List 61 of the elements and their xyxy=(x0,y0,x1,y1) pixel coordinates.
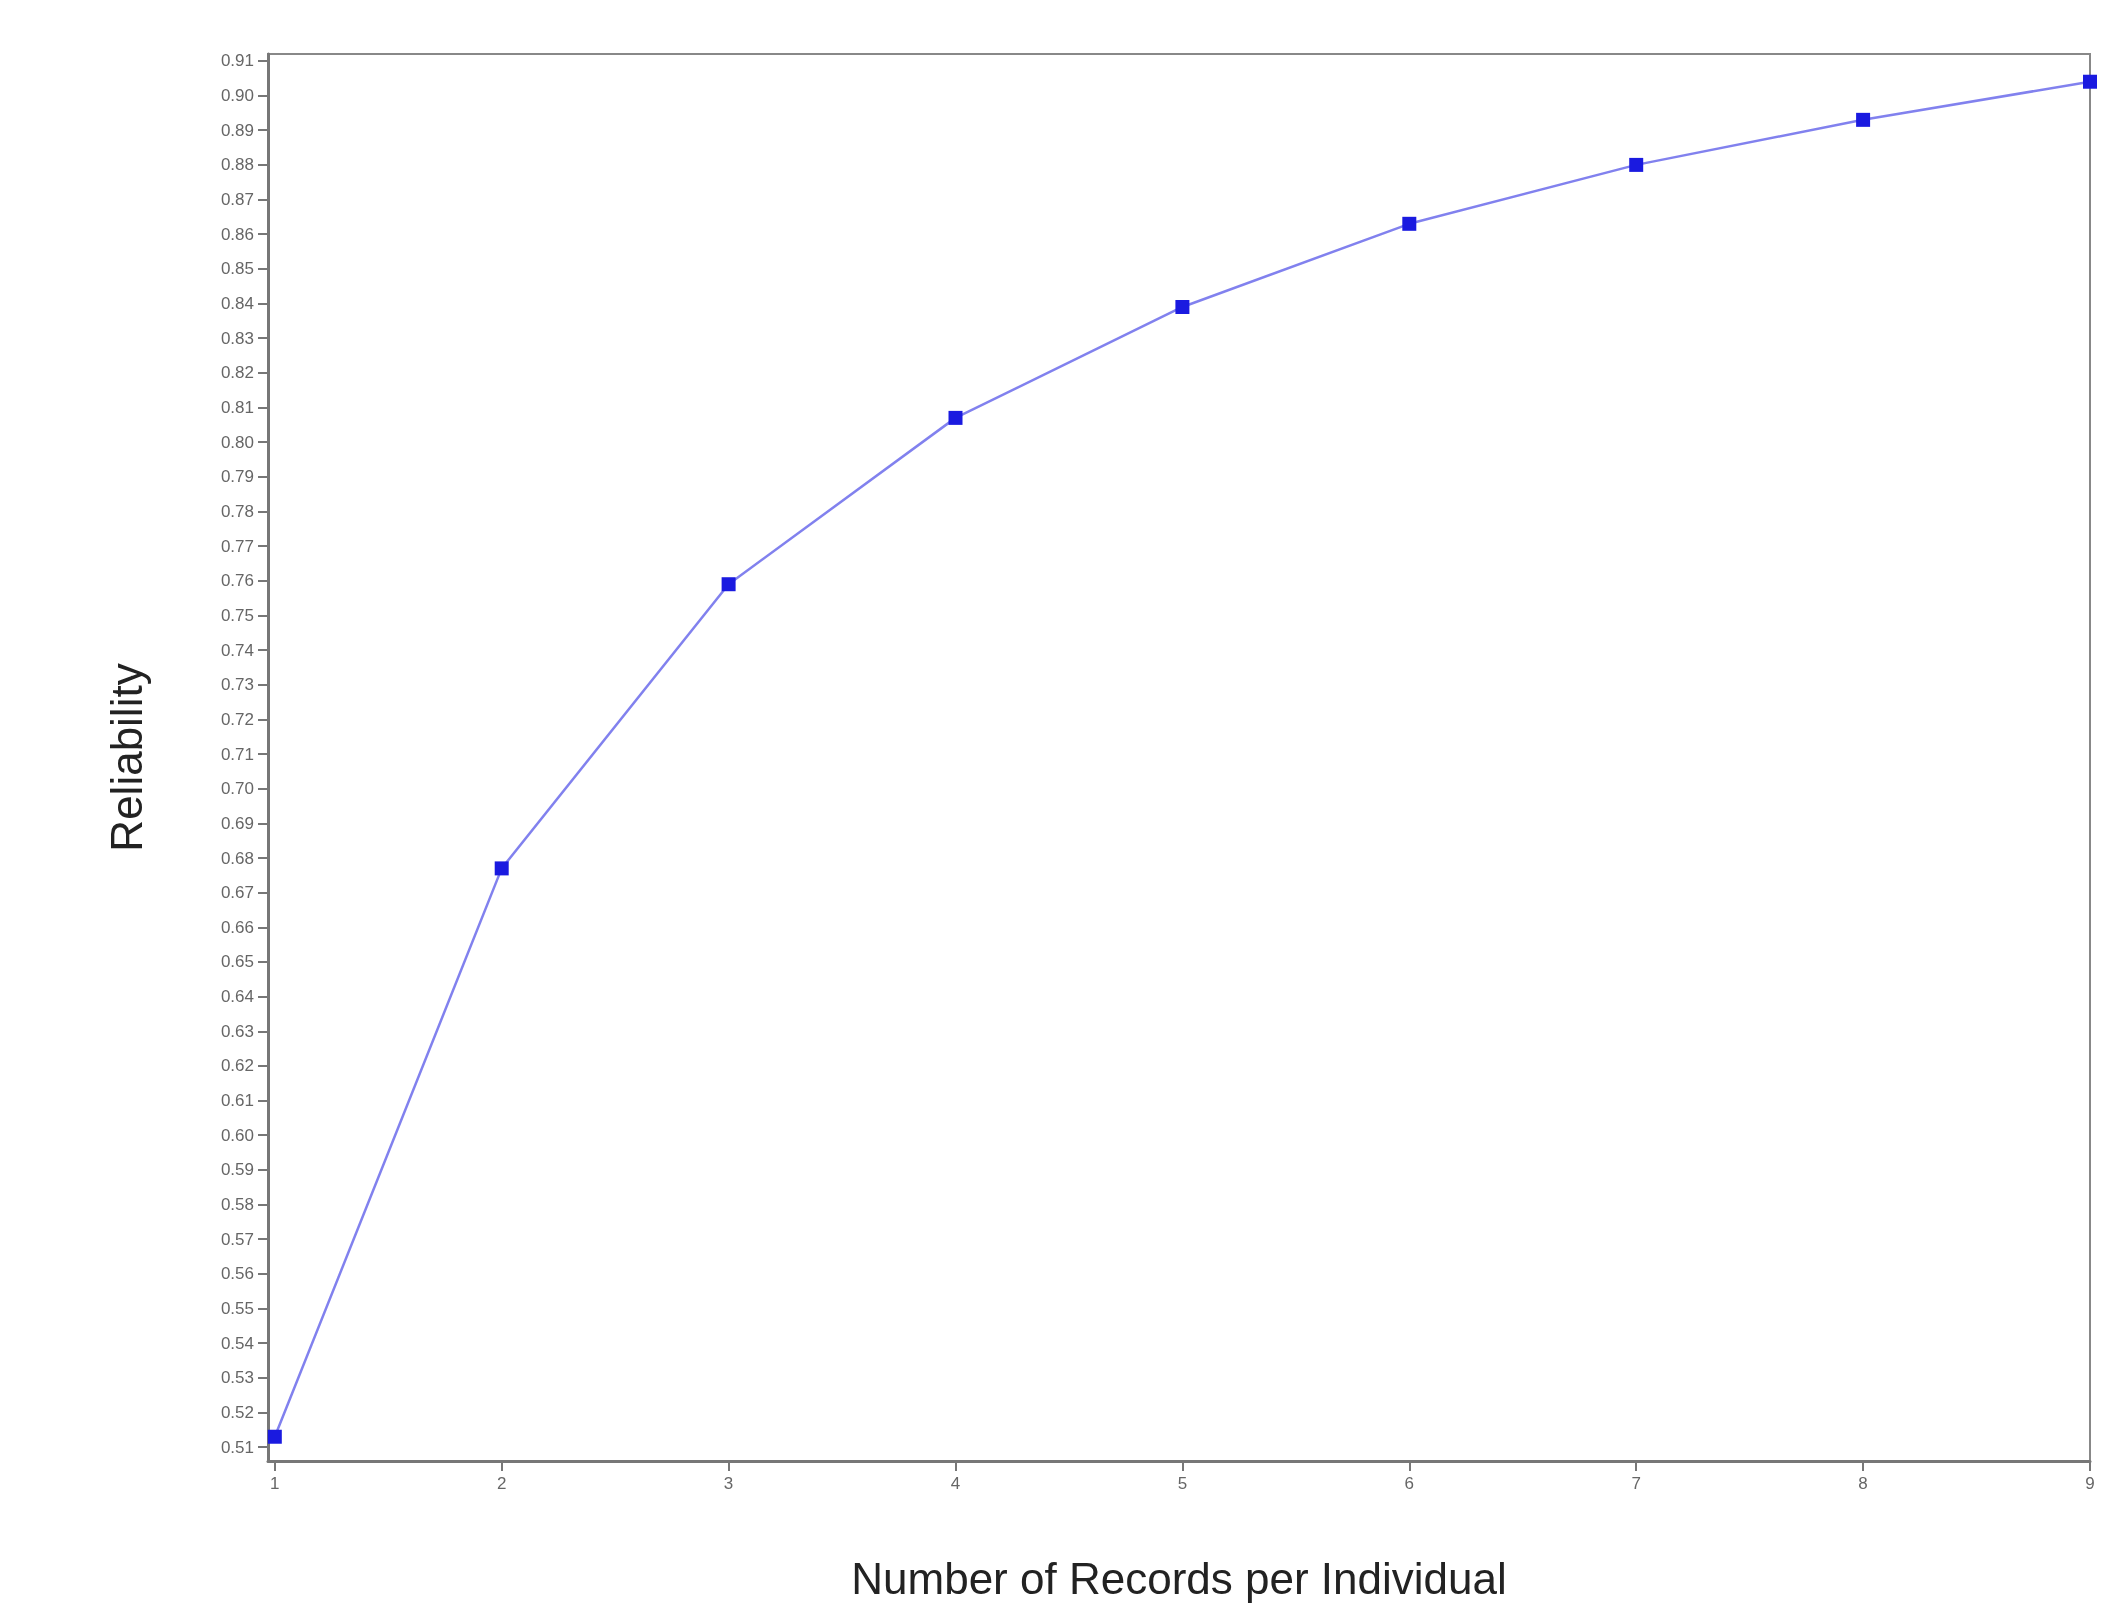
y-tick-label: 0.52 xyxy=(220,1402,254,1422)
y-tick-label: 0.87 xyxy=(220,190,254,210)
y-tick-label: 0.80 xyxy=(220,432,254,452)
point xyxy=(1402,216,1417,231)
y-tick-label: 0.53 xyxy=(220,1368,254,1388)
point xyxy=(1175,299,1190,314)
y-tick-label: 0.77 xyxy=(220,536,254,556)
y-tick-label: 0.55 xyxy=(220,1299,254,1319)
y-tick-label: 0.70 xyxy=(220,779,254,799)
point xyxy=(267,1429,282,1444)
y-tick-label: 0.64 xyxy=(220,987,254,1007)
y-tick-label: 0.58 xyxy=(220,1195,254,1215)
point xyxy=(948,410,963,425)
x-tick-label: 1 xyxy=(270,1474,280,1493)
point xyxy=(721,577,736,592)
x-tick-label: 4 xyxy=(950,1474,961,1493)
y-tick-label: 0.90 xyxy=(220,86,254,106)
y-axis-title: Reliability xyxy=(101,663,151,852)
x-tick-label: 9 xyxy=(2085,1474,2095,1493)
y-tick-label: 0.68 xyxy=(220,848,254,868)
y-tick-label: 0.60 xyxy=(220,1125,254,1145)
y-tick-label: 0.82 xyxy=(220,363,254,383)
y-tick-label: 0.61 xyxy=(220,1091,254,1111)
x-tick-label: 6 xyxy=(1404,1474,1415,1493)
y-tick-label: 0.51 xyxy=(220,1437,254,1457)
y-tick-label: 0.73 xyxy=(220,675,254,695)
y-tick-label: 0.69 xyxy=(220,813,254,833)
y-tick-label: 0.71 xyxy=(220,744,254,764)
y-tick-label: 0.86 xyxy=(220,224,254,244)
x-tick-label: 2 xyxy=(496,1474,507,1493)
y-tick-label: 0.91 xyxy=(220,51,254,71)
point xyxy=(1856,112,1871,127)
y-tick-label: 0.75 xyxy=(220,605,254,625)
x-tick-label: 5 xyxy=(1177,1474,1188,1493)
y-tick-label: 0.88 xyxy=(220,155,254,175)
x-tick-label: 7 xyxy=(1631,1474,1641,1493)
point xyxy=(1629,157,1644,172)
y-tick-label: 0.84 xyxy=(220,294,254,314)
x-tick-label: 3 xyxy=(723,1474,734,1493)
y-tick-label: 0.66 xyxy=(220,917,254,937)
y-tick-label: 0.85 xyxy=(220,259,254,279)
y-tick-label: 0.59 xyxy=(220,1160,254,1180)
y-tick-label: 0.63 xyxy=(220,1021,254,1041)
point xyxy=(494,861,509,876)
y-tick-label: 0.81 xyxy=(220,397,254,417)
y-tick-label: 0.74 xyxy=(220,640,254,660)
y-tick-label: 0.76 xyxy=(220,571,254,591)
point xyxy=(2083,74,2097,89)
y-tick-label: 0.72 xyxy=(220,709,254,729)
y-tick-label: 0.54 xyxy=(220,1333,254,1353)
x-tick-label: 8 xyxy=(1858,1474,1868,1493)
y-tick-label: 0.62 xyxy=(220,1056,254,1076)
y-tick-label: 0.56 xyxy=(220,1264,254,1284)
y-tick-label: 0.57 xyxy=(220,1229,254,1249)
y-tick-label: 0.89 xyxy=(220,120,254,140)
x-axis-title: Number of Records per Individual xyxy=(851,1553,1507,1603)
y-tick-label: 0.67 xyxy=(220,883,254,903)
y-tick-label: 0.83 xyxy=(220,328,254,348)
y-tick-label: 0.79 xyxy=(220,467,254,487)
y-tick-label: 0.78 xyxy=(220,501,254,521)
y-tick-label: 0.65 xyxy=(220,952,254,972)
